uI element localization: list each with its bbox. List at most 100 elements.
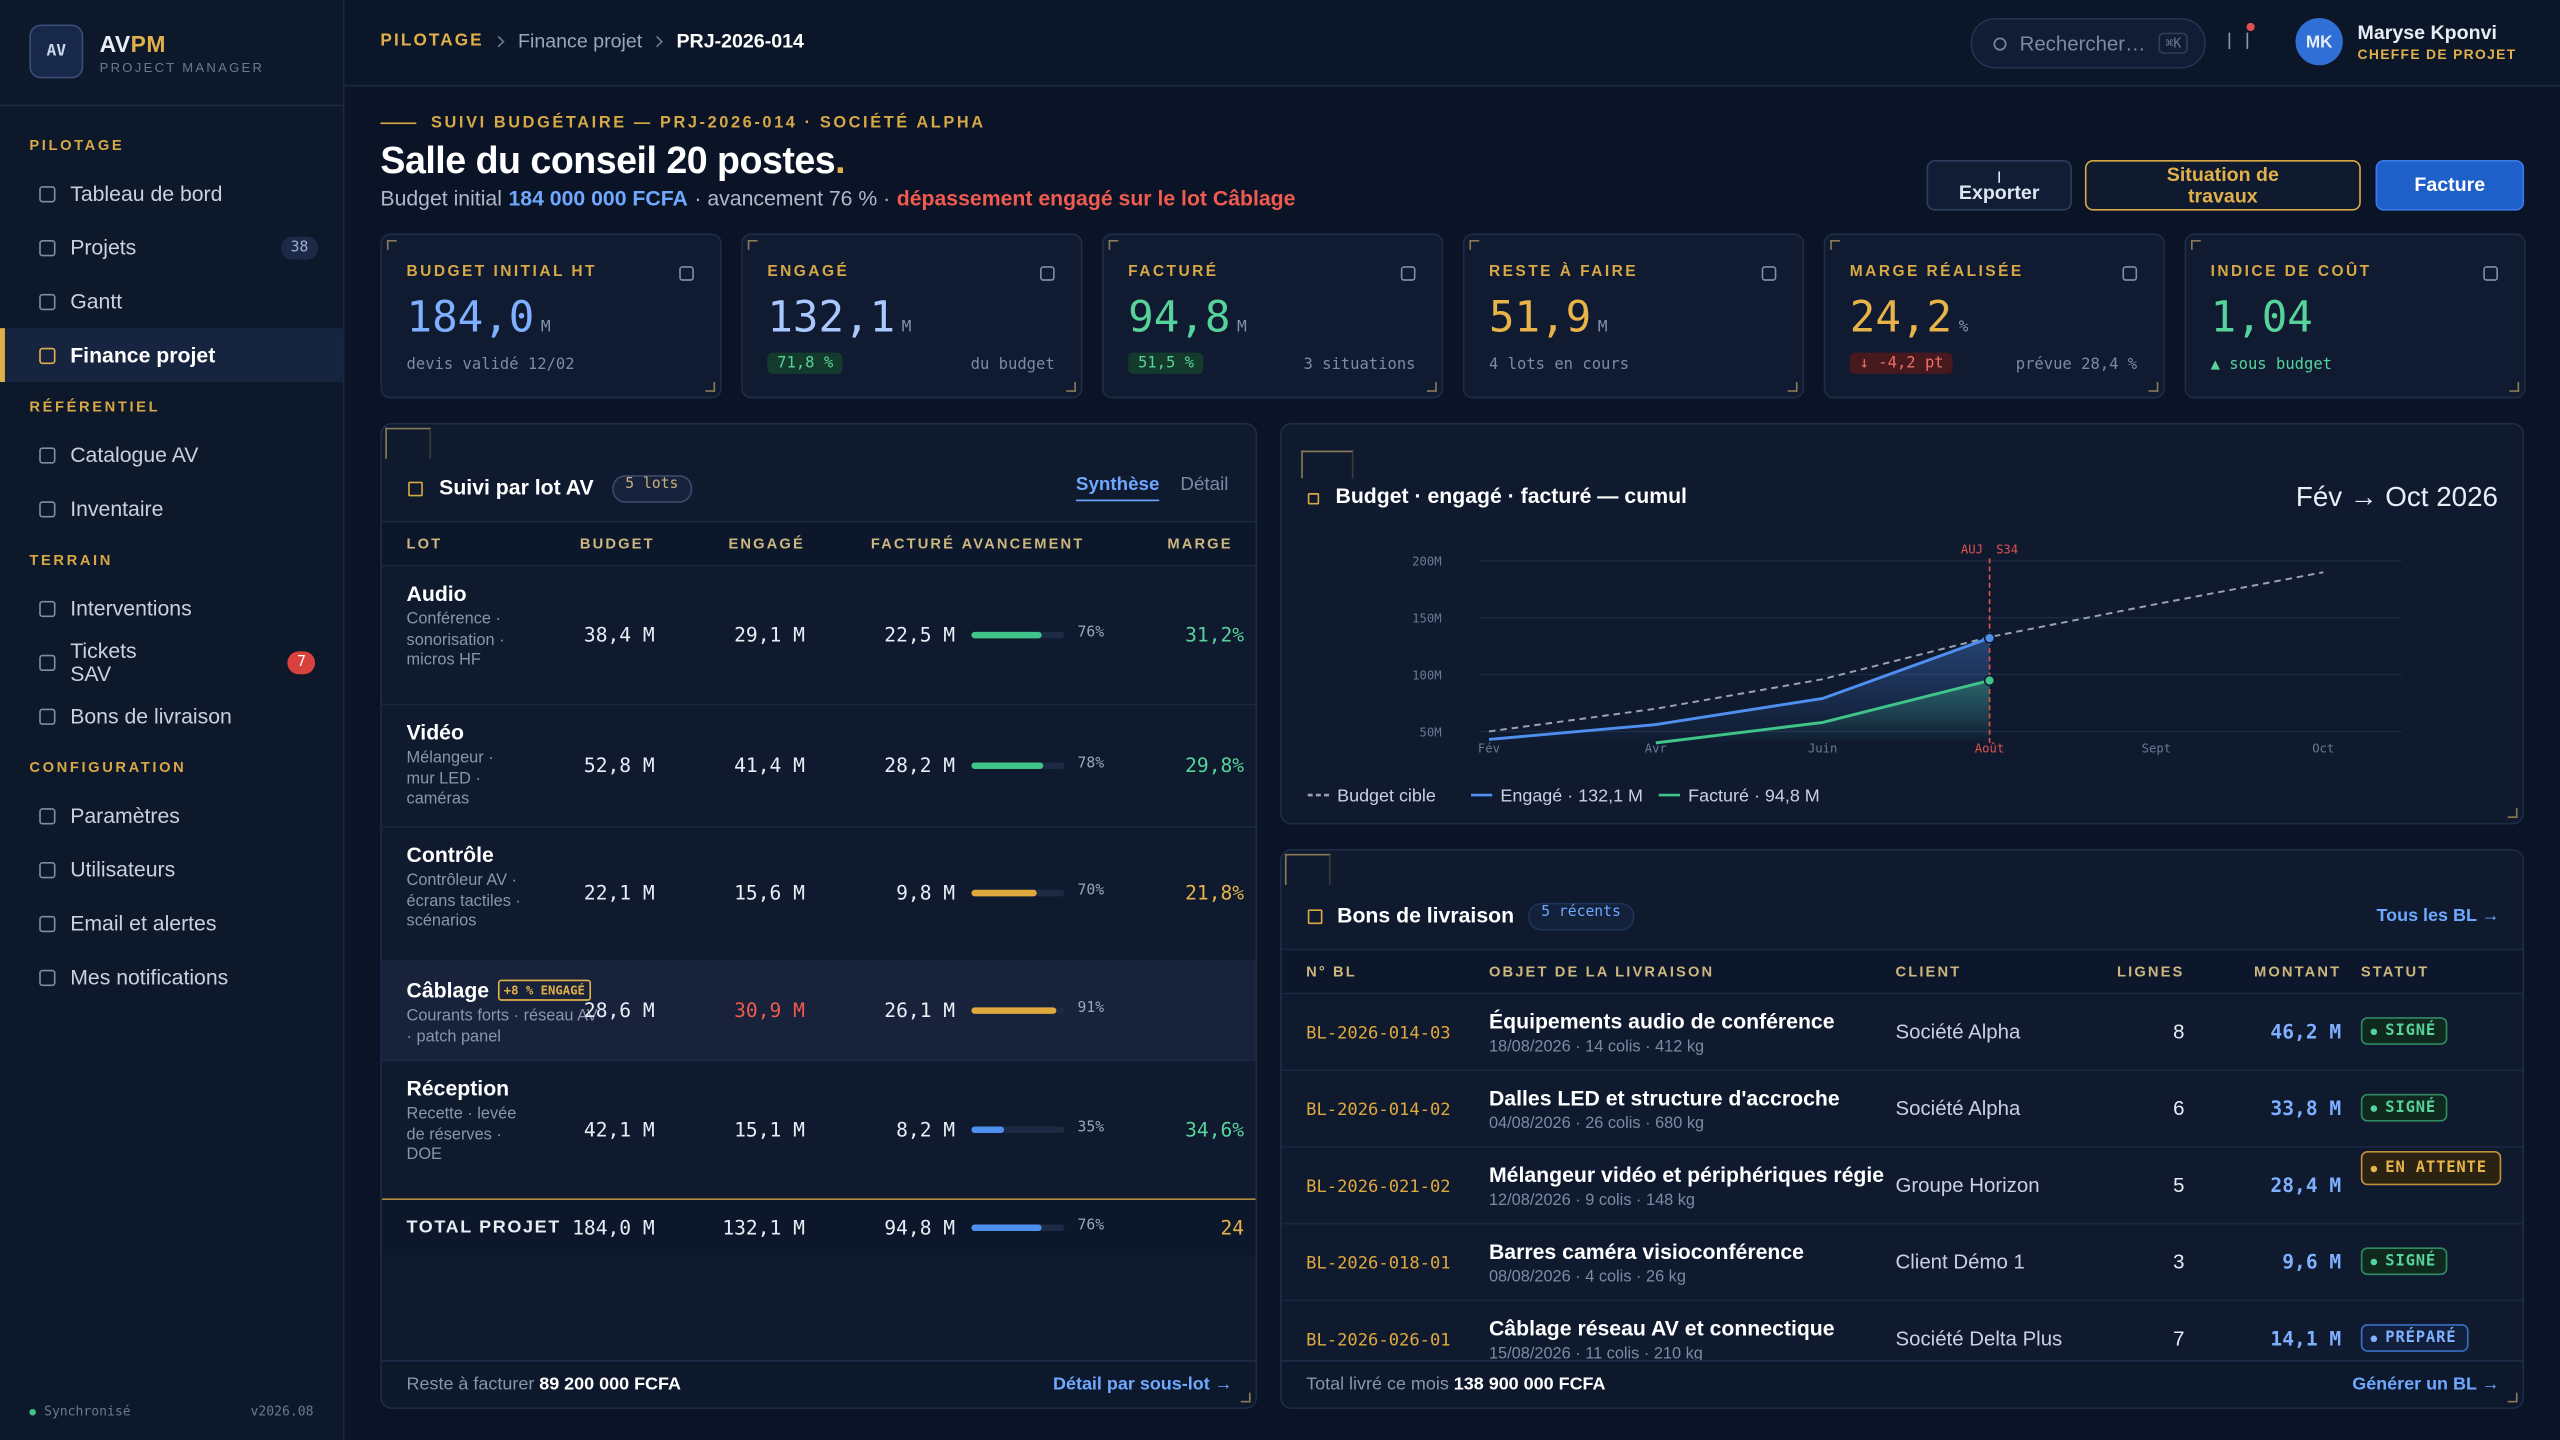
progress-label: 35% [1077,1119,1105,1136]
lot-name: Audio [406,581,467,606]
kpi-unit: M [1236,318,1247,337]
kpi-note: prévue 28,4 % [2015,355,2138,374]
delivery-id: BL-2026-026-01 [1306,1330,1451,1351]
kpi-card: INDICE DE COÛT 1,04 ▲ sous budget [2184,233,2526,399]
line-chart: 50M 100M 150M 200M Fév Avr Juin Août Sept Oct AUJ… [1307,542,2402,806]
series-line [1655,679,1990,745]
breadcrumb-item: PRJ-2026-014 [676,29,804,53]
lot-row: Audio Conférence · sonorisation · micros … [382,565,1256,706]
nav-icon [39,446,56,463]
lot-name: Câblage [406,977,490,1003]
x-tick-label: Oct [2312,742,2334,756]
sidebar: AV AVPM PROJECT MANAGER PILOTAGE Tableau d… [0,0,345,1440]
breadcrumb-separator [493,35,506,47]
kpi-number: 51,9 [1488,293,1592,343]
count-badge: 5 lots [612,475,692,503]
search-box[interactable]: Rechercher… ⌘K [1970,17,2206,69]
delivery-id: BL-2026-014-02 [1306,1100,1451,1120]
lot-name-cell: Câblage +8 % ENGAGÉ [407,978,592,1002]
user-name: Maryse Kponvi [2357,21,2497,45]
progress-track [971,889,1065,897]
tab[interactable]: Détail [1180,475,1229,495]
panel-title: Bons de livraison [1337,902,1515,928]
nav-item[interactable]: Catalogue AV [0,428,343,482]
tab[interactable]: Synthèse [1075,475,1160,502]
lot-description: Recette · levée de réserves · DOE [406,1105,517,1165]
nav-item[interactable]: Finance projet [0,328,343,383]
kpi-note: 3 situations [1303,355,1416,374]
nav-item[interactable]: Mes notifications [0,950,343,1004]
delivery-row[interactable]: BL-2026-018-01 Barres caméra visioconfére… [1281,1223,2523,1302]
kpi-unit: M [901,318,912,337]
delivery-lines: 8 [2173,1020,2185,1044]
breadcrumb-item[interactable]: PILOTAGE [380,31,484,51]
nav-label: Catalogue AV [70,442,199,467]
column-header: MARGE [1167,535,1233,552]
marker-label: AUJ [1961,542,1983,556]
panel-footer: Reste à facturer 89 200 000 FCFA Détail pa… [382,1360,1256,1408]
nav-item[interactable]: Gantt [0,274,343,328]
cell-budget: 38,4 M [583,622,655,646]
progress-label: 78% [1077,755,1105,772]
lot-name-cell: Audio [407,581,467,605]
nav-icon [39,707,56,725]
nav-label: Utilisateurs [70,857,176,882]
footer-link[interactable]: Générer un BL → [2352,1374,2500,1395]
nav-icon [39,500,56,517]
breadcrumb-separator [651,35,664,47]
nav-icon [39,968,56,986]
delivery-id: BL-2026-018-01 [1306,1253,1451,1274]
nav-item[interactable]: Tickets SAV 7 [0,635,343,689]
nav-item[interactable]: Utilisateurs [0,842,343,896]
action-button[interactable]: Facture [2375,160,2525,211]
nav-item[interactable]: Email et alertes [0,896,343,950]
action-button[interactable]: Situation de travaux [2084,160,2361,211]
column-header: MONTANT [2253,963,2342,980]
progress-label: 70% [1077,883,1105,900]
avatar[interactable]: MK [2295,17,2343,66]
nav-item[interactable]: Inventaire [0,482,343,536]
nav-label: Finance projet [70,342,216,368]
kpi-label: MARGE RÉALISÉE [1849,262,2024,281]
delivery-row[interactable]: BL-2026-014-02 Dalles LED et structure d'… [1281,1069,2523,1148]
panel-title: Suivi par lot AV [439,475,594,500]
panel-footer: Total livré ce mois 138 900 000 FCFA Génér… [1281,1360,2523,1408]
nav-item[interactable]: Paramètres [0,789,343,843]
nav-label: Tickets SAV [70,637,137,685]
delivery-amount: 14,1 M [2270,1327,2342,1351]
cell-engaged: 41,4 M [734,753,805,777]
nav-icon [39,600,56,617]
nav-item[interactable]: Tableau de bord [0,167,343,221]
nav-icon [39,346,56,364]
nav-item[interactable]: Interventions [0,581,343,635]
kpi-number: 24,2 [1849,293,1953,343]
kpi-value: 24,2% [1850,294,1969,343]
legend-label: Facturé · 94,8 M [1688,786,1820,806]
nav-section-title: TERRAIN [29,551,113,569]
total-row: TOTAL PROJET 184,0 M 132,1 M 94,8 M 76% 24 [382,1198,1256,1256]
x-tick-label: Août [1975,742,2004,756]
kpi-number: 132,1 [767,293,896,343]
nav: PILOTAGE Tableau de bord Projets 38 Gantt Fin… [0,121,343,1004]
panel-link[interactable]: Tous les BL → [2376,906,2500,926]
chart-title: Budget · engagé · facturé — cumul [1335,483,1687,508]
footer-label: Total livré ce mois [1306,1374,1449,1395]
kpi-label: INDICE DE COÛT [2210,262,2372,281]
delivery-row[interactable]: BL-2026-026-01 Câblage réseau AV et conne… [1282,1300,2523,1365]
footer-link[interactable]: Détail par sous-lot → [1053,1374,1233,1395]
lot-name-cell: Vidéo [407,720,464,744]
lot-row: Contrôle Contrôleur AV · écrans tactiles … [382,826,1256,962]
cell-margin: 24 [1220,1216,1245,1240]
area [1655,680,1990,743]
lot-name: Contrôle [406,842,494,867]
breadcrumb-item[interactable]: Finance projet [518,29,643,53]
delivery-row[interactable]: BL-2026-021-02 Mélangeur vidéo et périphé… [1281,1146,2523,1225]
kpi-icon [2483,266,2498,281]
nav-item[interactable]: Projets 38 [0,220,343,274]
notifications-button[interactable] [2228,22,2255,49]
delivery-row[interactable]: BL-2026-014-03 Équipements audio de confé… [1281,993,2523,1072]
action-button[interactable]: Exporter [1926,160,2072,211]
nav-badge: 38 [280,235,319,259]
nav-item[interactable]: Bons de livraison [0,689,343,743]
nav-label: Gantt [70,288,123,314]
